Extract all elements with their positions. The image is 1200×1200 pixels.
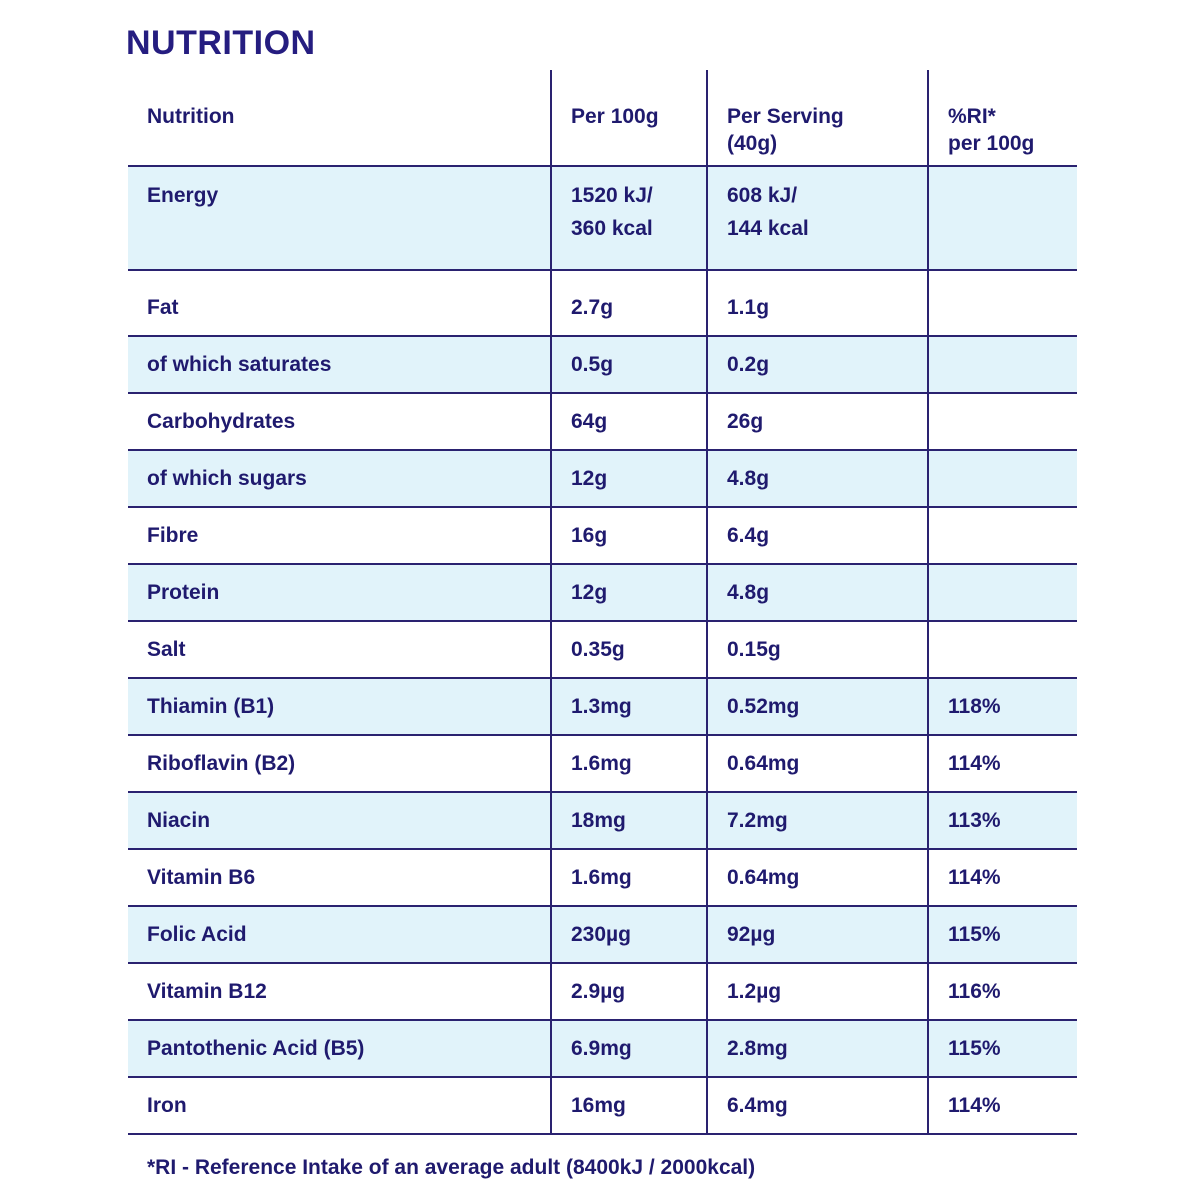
table-row: Folic Acid 230µg 92µg 115% <box>128 906 1077 964</box>
value-per-100g: 12g <box>550 564 707 622</box>
value-per-100g: 1.6mg <box>550 735 707 793</box>
value-ri: 113% <box>927 792 1077 850</box>
header-per-100g-label: Per 100g <box>571 105 659 128</box>
value-ri <box>927 621 1077 679</box>
value-per-100g: 16g <box>550 507 707 565</box>
header-ri: %RI* per 100g <box>927 70 1077 167</box>
header-per-100g: Per 100g <box>550 70 707 167</box>
value-per-100g: 1.6mg <box>550 849 707 907</box>
table-row: Carbohydrates 64g 26g <box>128 393 1077 451</box>
header-per-serving-line2: (40g) <box>727 132 778 155</box>
table-row: Riboflavin (B2) 1.6mg 0.64mg 114% <box>128 735 1077 793</box>
value-ri: 118% <box>927 678 1077 736</box>
value-per-serving: 2.8mg <box>706 1020 928 1078</box>
nutrient-label: Iron <box>128 1077 551 1135</box>
nutrient-label: Fat <box>128 270 551 337</box>
value-ri: 114% <box>927 1077 1077 1135</box>
table-row: Fat 2.7g 1.1g <box>128 270 1077 337</box>
table-row: Fibre 16g 6.4g <box>128 507 1077 565</box>
value-ri <box>927 336 1077 394</box>
table-row: Thiamin (B1) 1.3mg 0.52mg 118% <box>128 678 1077 736</box>
value-per-100g: 230µg <box>550 906 707 964</box>
nutrient-label: Salt <box>128 621 551 679</box>
energy-per-serving: 608 kJ/ 144 kcal <box>706 166 928 271</box>
table-row: Vitamin B6 1.6mg 0.64mg 114% <box>128 849 1077 907</box>
nutrient-label: of which sugars <box>128 450 551 508</box>
header-per-serving-line1: Per Serving <box>727 105 844 128</box>
nutrient-label: Vitamin B6 <box>128 849 551 907</box>
energy-per-serving-kj: 608 kJ/ <box>727 184 798 207</box>
value-ri: 114% <box>927 849 1077 907</box>
energy-per-100g-kcal: 360 kcal <box>571 217 653 240</box>
value-ri <box>927 507 1077 565</box>
table-row: Pantothenic Acid (B5) 6.9mg 2.8mg 115% <box>128 1020 1077 1078</box>
value-per-serving: 0.64mg <box>706 735 928 793</box>
value-per-serving: 4.8g <box>706 450 928 508</box>
table-header-row: Nutrition Per 100g Per Serving (40g) %RI… <box>128 70 1077 167</box>
energy-ri <box>927 166 1077 271</box>
header-per-serving: Per Serving (40g) <box>706 70 928 167</box>
value-per-serving: 26g <box>706 393 928 451</box>
page-title: NUTRITION <box>126 24 316 62</box>
value-per-100g: 16mg <box>550 1077 707 1135</box>
value-ri: 116% <box>927 963 1077 1021</box>
value-per-100g: 6.9mg <box>550 1020 707 1078</box>
value-per-100g: 0.5g <box>550 336 707 394</box>
value-per-serving: 7.2mg <box>706 792 928 850</box>
value-ri <box>927 270 1077 337</box>
value-per-100g: 0.35g <box>550 621 707 679</box>
energy-label: Energy <box>128 166 551 271</box>
footnote: *RI - Reference Intake of an average adu… <box>147 1156 756 1179</box>
value-per-100g: 18mg <box>550 792 707 850</box>
header-ri-line2: per 100g <box>948 132 1035 155</box>
value-ri <box>927 450 1077 508</box>
value-per-serving: 1.1g <box>706 270 928 337</box>
table-row: Protein 12g 4.8g <box>128 564 1077 622</box>
value-ri <box>927 393 1077 451</box>
header-ri-line1: %RI* <box>948 105 996 128</box>
nutrient-label: Riboflavin (B2) <box>128 735 551 793</box>
nutrient-label: of which saturates <box>128 336 551 394</box>
table-row: Salt 0.35g 0.15g <box>128 621 1077 679</box>
nutrient-label: Thiamin (B1) <box>128 678 551 736</box>
value-per-100g: 64g <box>550 393 707 451</box>
nutrition-table: Nutrition Per 100g Per Serving (40g) %RI… <box>128 70 1077 1135</box>
value-per-serving: 6.4g <box>706 507 928 565</box>
header-nutrition: Nutrition <box>128 70 551 167</box>
value-ri: 115% <box>927 906 1077 964</box>
value-per-serving: 1.2µg <box>706 963 928 1021</box>
value-per-serving: 0.52mg <box>706 678 928 736</box>
value-per-100g: 1.3mg <box>550 678 707 736</box>
value-per-serving: 0.15g <box>706 621 928 679</box>
value-per-serving: 6.4mg <box>706 1077 928 1135</box>
value-per-serving: 4.8g <box>706 564 928 622</box>
nutrient-label: Protein <box>128 564 551 622</box>
energy-label-text: Energy <box>147 184 219 207</box>
table-row: of which sugars 12g 4.8g <box>128 450 1077 508</box>
value-per-serving: 92µg <box>706 906 928 964</box>
nutrient-label: Niacin <box>128 792 551 850</box>
nutrient-label: Vitamin B12 <box>128 963 551 1021</box>
nutrient-label: Folic Acid <box>128 906 551 964</box>
table-row: Iron 16mg 6.4mg 114% <box>128 1077 1077 1135</box>
value-ri <box>927 564 1077 622</box>
table-row: Vitamin B12 2.9µg 1.2µg 116% <box>128 963 1077 1021</box>
value-ri: 115% <box>927 1020 1077 1078</box>
energy-per-100g: 1520 kJ/ 360 kcal <box>550 166 707 271</box>
nutrient-label: Pantothenic Acid (B5) <box>128 1020 551 1078</box>
nutrient-label: Carbohydrates <box>128 393 551 451</box>
table-row-energy: Energy 1520 kJ/ 360 kcal 608 kJ/ 144 kca… <box>128 166 1077 271</box>
value-per-100g: 2.9µg <box>550 963 707 1021</box>
value-ri: 114% <box>927 735 1077 793</box>
energy-per-serving-kcal: 144 kcal <box>727 217 809 240</box>
energy-per-100g-kj: 1520 kJ/ <box>571 184 653 207</box>
nutrient-label: Fibre <box>128 507 551 565</box>
header-nutrition-label: Nutrition <box>147 105 235 128</box>
value-per-serving: 0.64mg <box>706 849 928 907</box>
value-per-100g: 12g <box>550 450 707 508</box>
table-row: Niacin 18mg 7.2mg 113% <box>128 792 1077 850</box>
value-per-serving: 0.2g <box>706 336 928 394</box>
value-per-100g: 2.7g <box>550 270 707 337</box>
table-row: of which saturates 0.5g 0.2g <box>128 336 1077 394</box>
